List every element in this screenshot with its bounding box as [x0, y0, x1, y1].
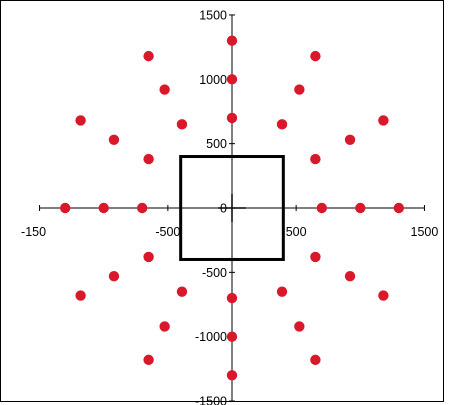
data-point: [310, 50, 321, 62]
data-point: [75, 290, 86, 301]
data-point: [108, 271, 120, 282]
data-point: [143, 354, 154, 366]
data-point: [276, 119, 288, 130]
data-point: [294, 321, 305, 332]
data-point: [310, 153, 321, 165]
data-point: [393, 202, 404, 214]
data-point: [344, 134, 356, 145]
data-point: [108, 134, 120, 145]
y-tick-label: -1500: [195, 395, 227, 405]
data-point: [378, 290, 389, 301]
data-point: [60, 202, 71, 214]
y-tick-label: 500: [206, 137, 227, 151]
y-tick-label: 1000: [199, 73, 227, 87]
y-tick-label: 1500: [199, 8, 227, 22]
x-tick-label: -150: [21, 225, 46, 239]
tick-labels: 1500 1000 500 0 -500 -1000 -1500 -150 -500 500 150…: [21, 8, 438, 405]
y-tick-label: -500: [202, 266, 227, 280]
data-point: [226, 292, 238, 304]
data-point: [378, 115, 389, 126]
data-point: [159, 84, 170, 95]
data-point: [143, 153, 154, 165]
boundary-box: [179, 155, 285, 261]
plot-border: [0, 0, 444, 402]
data-point: [136, 202, 148, 214]
x-tick-label: -500: [155, 225, 180, 239]
data-point: [75, 115, 86, 126]
data-point: [226, 74, 238, 85]
data-point: [143, 50, 154, 62]
data-point: [159, 321, 170, 332]
data-point: [294, 84, 305, 95]
data-point: [226, 112, 238, 124]
data-point: [355, 202, 366, 214]
data-point: [226, 331, 238, 342]
data-point: [143, 251, 154, 263]
x-tick-label: 500: [286, 225, 307, 239]
data-point: [276, 286, 288, 297]
data-point: [316, 202, 328, 214]
data-point: [344, 271, 356, 282]
data-point: [176, 286, 188, 297]
data-point: [176, 119, 188, 130]
data-points: [60, 35, 404, 381]
y-tick-label: -1000: [195, 330, 227, 344]
x-tick-label: 1500: [411, 225, 439, 239]
y-tick-label: 0: [220, 202, 227, 216]
data-point: [226, 35, 238, 46]
data-point: [98, 202, 109, 214]
data-point: [310, 354, 321, 366]
box-layer: [179, 155, 285, 261]
data-point: [310, 251, 321, 263]
data-point: [226, 370, 238, 381]
